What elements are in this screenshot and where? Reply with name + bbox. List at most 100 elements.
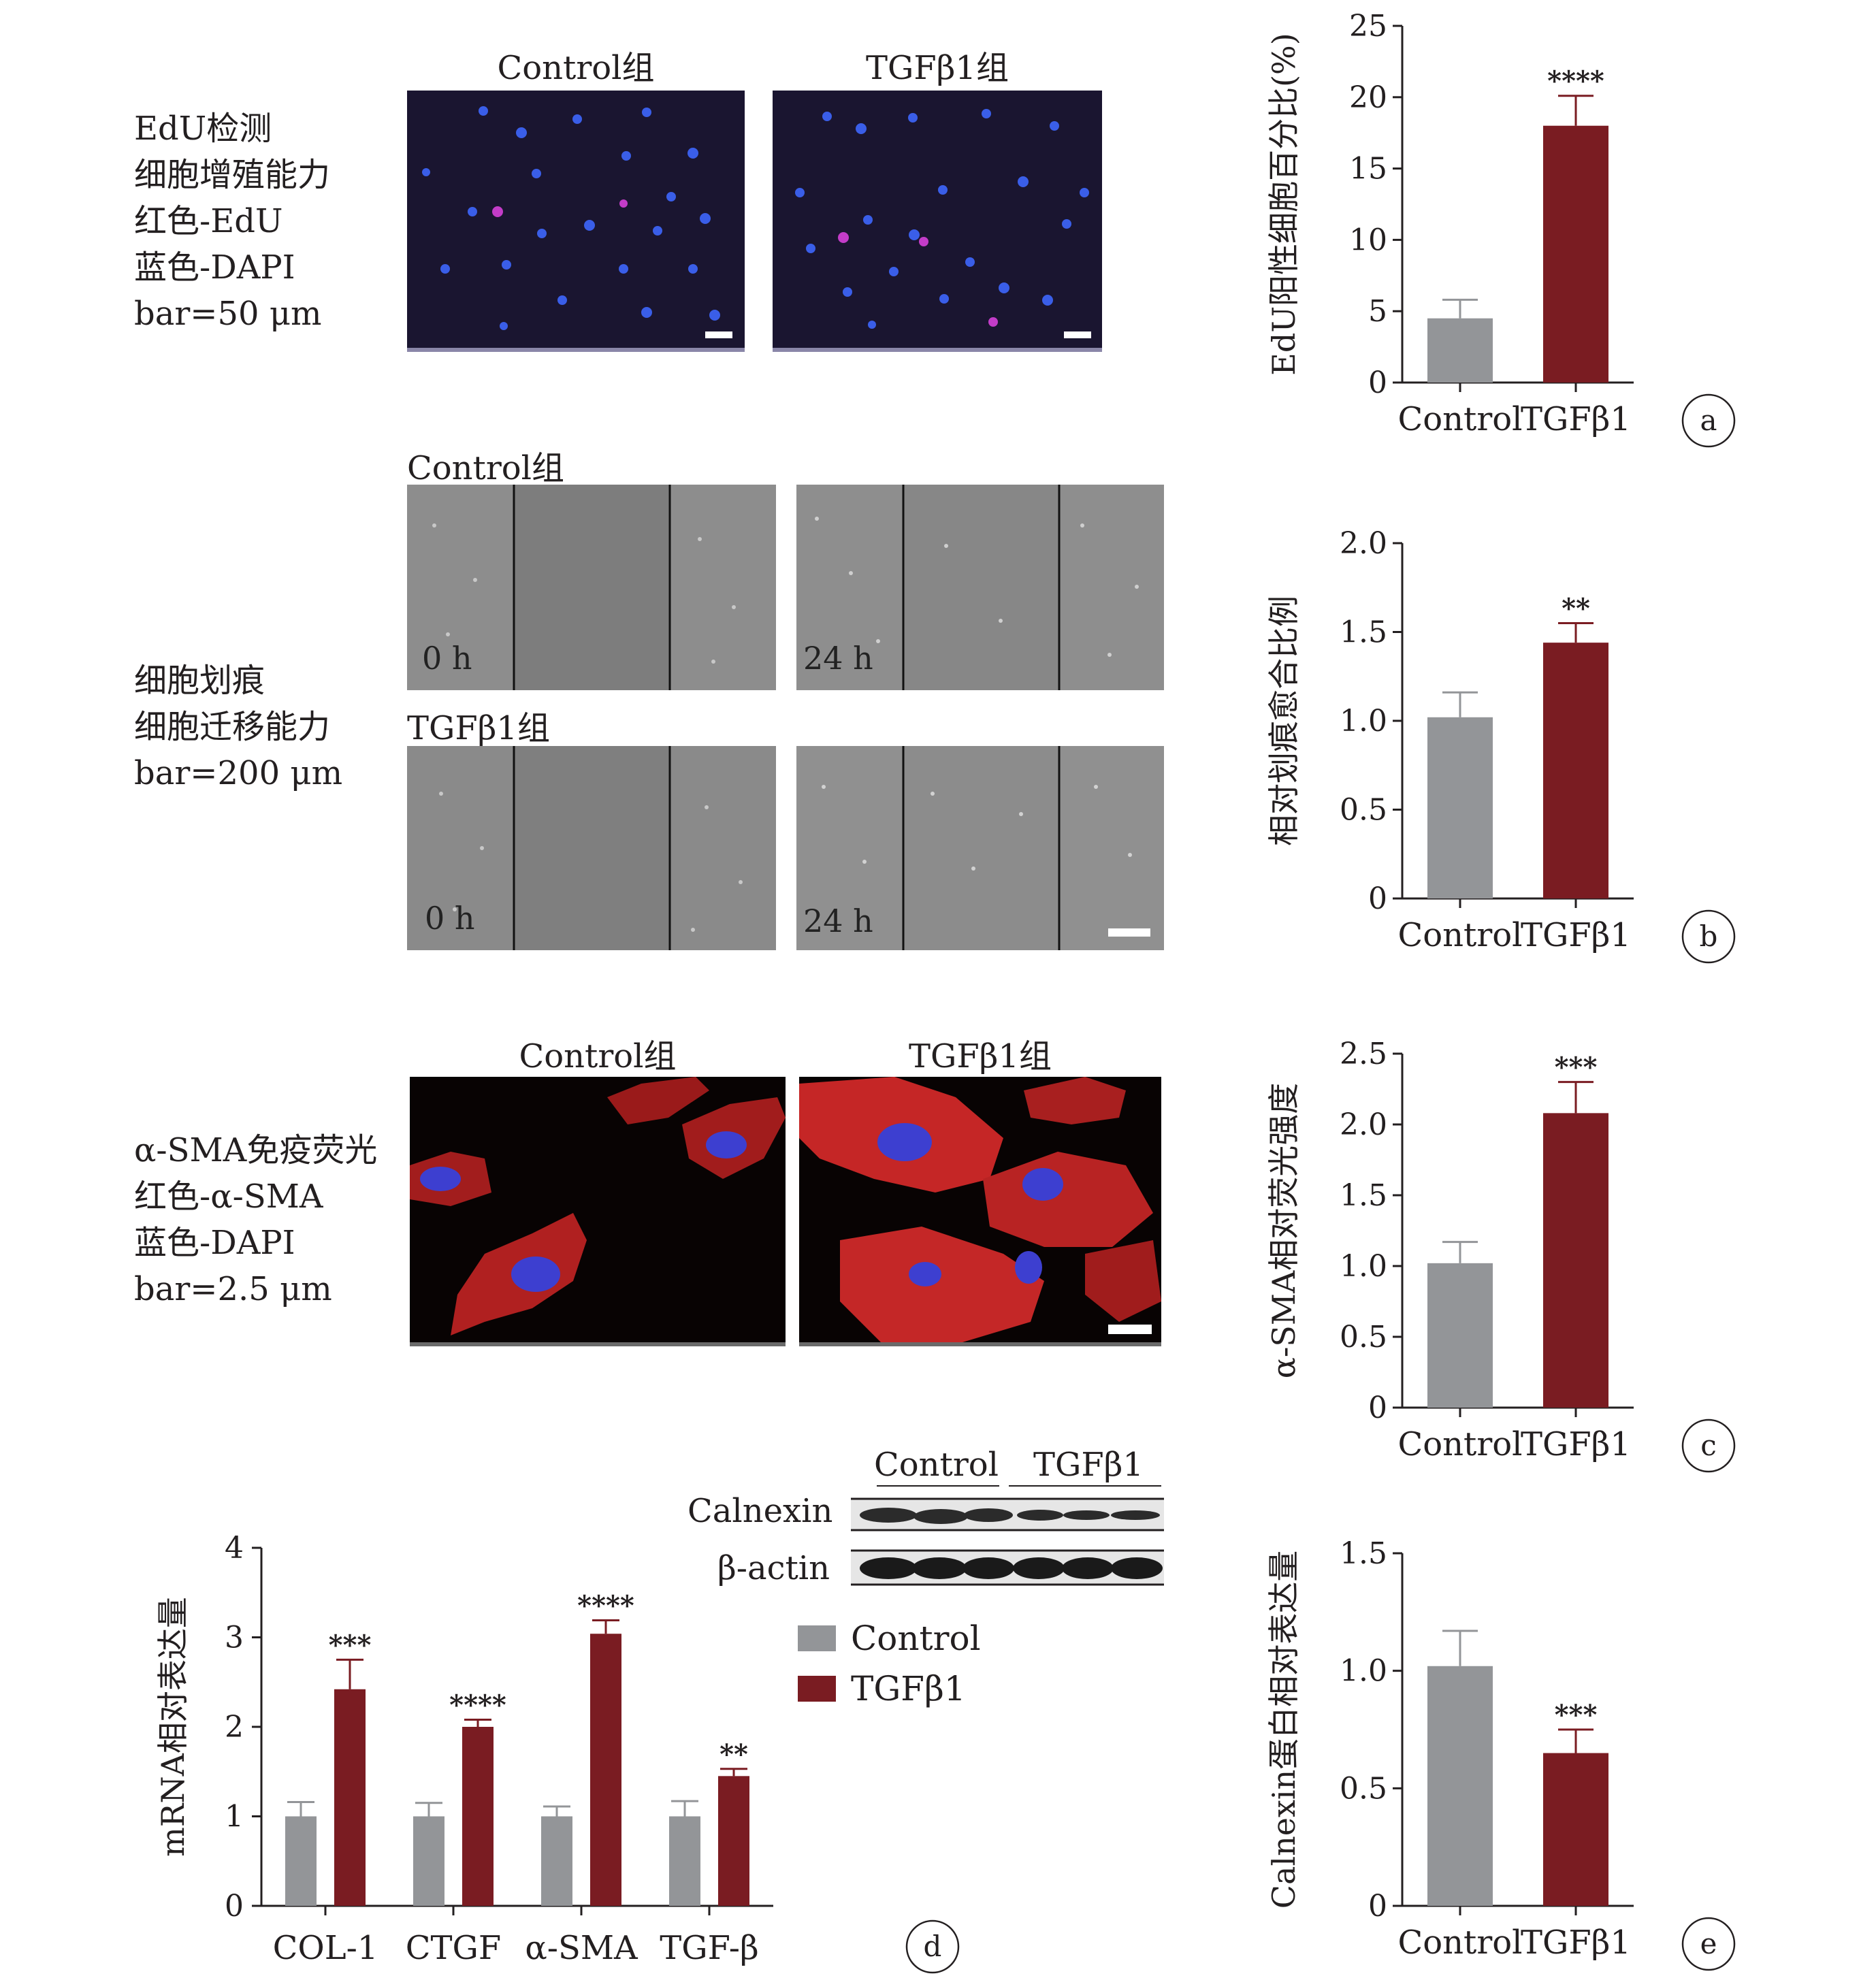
x-tick-label: Control [1397, 1924, 1522, 1962]
y-tick-label: 1.5 [1340, 1178, 1387, 1213]
bar-tgf1 [1543, 1113, 1608, 1408]
scratch-time-label-3: 0 h [425, 900, 475, 937]
panel-letter: d [924, 1930, 942, 1963]
bar-tgf1 [1543, 643, 1608, 898]
panel-letter-circle [1681, 1418, 1736, 1473]
bar-control [541, 1816, 572, 1906]
chart-d-mrna-expression: 0 1 2 3 4 mRNA相对表达量 *** COL-1 **** CTGF **** α-SMA *… [155, 1531, 960, 1974]
scratch-control-24h-image [796, 485, 1164, 690]
bar-tgf [718, 1776, 749, 1906]
y-tick-label: 1.0 [1340, 704, 1387, 739]
x-tick-label: Control [1397, 400, 1522, 438]
bar-tgf1 [1543, 1753, 1608, 1906]
panel-letter: c [1700, 1429, 1717, 1462]
y-tick-label: 0 [225, 1889, 244, 1924]
y-axis-label: 相对划痕愈合比例 [1265, 596, 1302, 846]
western-tgf-label: TGFβ1 [1033, 1446, 1144, 1484]
edu-section-label: EdU检测 细胞增殖能力 红色-EdU 蓝色-DAPI bar=50 μm [134, 110, 331, 333]
sma-tgf-title: TGFβ1组 [909, 1037, 1052, 1075]
y-axis-label: α-SMA相对荧光强度 [1265, 1083, 1302, 1378]
panel-letter-circle [1681, 393, 1736, 448]
panel-letter: b [1700, 920, 1718, 953]
x-tick-label: TGF-β [660, 1929, 758, 1967]
panel-letter: a [1700, 404, 1717, 437]
scratch-control-title: Control组 [407, 449, 565, 487]
significance-marker: **** [577, 1590, 634, 1622]
y-tick-label: 2.5 [1340, 1037, 1387, 1071]
bar-control [1427, 1263, 1493, 1408]
x-tick-label: TGFβ1 [1521, 1924, 1631, 1962]
bar-control [413, 1816, 444, 1906]
sma-control-title: Control组 [519, 1037, 677, 1075]
scratch-tgf-0h-image [407, 746, 776, 950]
y-tick-label: 3 [225, 1621, 244, 1655]
bar-control [669, 1816, 700, 1906]
bar-tgf [590, 1634, 621, 1906]
significance-marker: *** [1555, 1052, 1598, 1084]
y-tick-label: 10 [1349, 223, 1387, 257]
sma-tgf-image [799, 1077, 1161, 1346]
y-tick-label: 4 [225, 1531, 244, 1566]
significance-marker: ** [719, 1738, 748, 1770]
scratch-time-label-1: 0 h [422, 640, 472, 677]
scratch-control-0h-image [407, 485, 776, 690]
legend-swatch-tgf [798, 1676, 836, 1702]
sma-section-label: α-SMA免疫荧光 红色-α-SMA 蓝色-DAPI bar=2.5 μm [134, 1131, 378, 1308]
y-tick-label: 0.5 [1340, 1320, 1387, 1355]
edu-control-image [407, 91, 745, 352]
significance-marker: *** [1555, 1699, 1598, 1731]
y-tick-label: 2 [225, 1710, 244, 1745]
y-tick-label: 1.5 [1340, 615, 1387, 650]
bar-control [285, 1816, 317, 1906]
western-blot-image [851, 1485, 1164, 1586]
y-tick-label: 0.5 [1340, 793, 1387, 828]
y-tick-label: 0 [1368, 366, 1387, 400]
legend-swatch-control [798, 1625, 836, 1651]
x-tick-label: α-SMA [525, 1929, 638, 1967]
scratch-time-label-4: 24 h [803, 903, 873, 939]
panel-letter: e [1700, 1927, 1717, 1960]
scratch-tgf-24h-image [796, 746, 1164, 950]
western-actin-label: β-actin [717, 1549, 830, 1587]
x-tick-label: TGFβ1 [1521, 1425, 1631, 1463]
scratch-section-label: 细胞划痕 细胞迁移能力 bar=200 μm [134, 662, 343, 792]
y-tick-label: 0 [1368, 1391, 1387, 1425]
sma-control-image [410, 1077, 786, 1346]
significance-marker: ** [1562, 592, 1590, 624]
bar-tgf [334, 1689, 366, 1906]
y-tick-label: 5 [1368, 294, 1387, 329]
y-tick-label: 0 [1368, 1889, 1387, 1924]
legend-label-tgf: TGFβ1 [851, 1669, 966, 1708]
bar-tgf1 [1543, 125, 1608, 383]
y-tick-label: 1.5 [1340, 1536, 1387, 1571]
edu-tgf-title: TGFβ1组 [866, 49, 1009, 87]
x-tick-label: Control [1397, 1425, 1522, 1463]
legend-item-control: Control [798, 1613, 981, 1664]
edu-control-title: Control组 [497, 49, 655, 87]
significance-marker: **** [449, 1689, 506, 1721]
x-tick-label: CTGF [406, 1929, 501, 1967]
y-tick-label: 20 [1349, 80, 1387, 115]
y-tick-label: 1.0 [1340, 1654, 1387, 1689]
y-tick-label: 2.0 [1340, 1107, 1387, 1142]
y-tick-label: 0.5 [1340, 1771, 1387, 1806]
y-tick-label: 0 [1368, 881, 1387, 916]
x-tick-label: TGFβ1 [1521, 916, 1631, 954]
y-axis-label: Calnexin蛋白相对表达量 [1265, 1551, 1302, 1909]
y-axis-label: EdU阳性细胞百分比(%) [1265, 33, 1302, 375]
scratch-tgf-title: TGFβ1组 [407, 709, 550, 747]
legend: Control TGFβ1 [798, 1613, 981, 1714]
western-calnexin-label: Calnexin [688, 1492, 833, 1530]
y-tick-label: 1.0 [1340, 1249, 1387, 1284]
y-axis-label: mRNA相对表达量 [155, 1597, 191, 1857]
y-tick-label: 2.0 [1340, 526, 1387, 561]
y-tick-label: 1 [225, 1800, 244, 1834]
bar-control [1427, 318, 1493, 383]
edu-tgf-image [773, 91, 1102, 352]
significance-marker: *** [329, 1629, 372, 1661]
panel-letter-circle [1681, 909, 1736, 964]
